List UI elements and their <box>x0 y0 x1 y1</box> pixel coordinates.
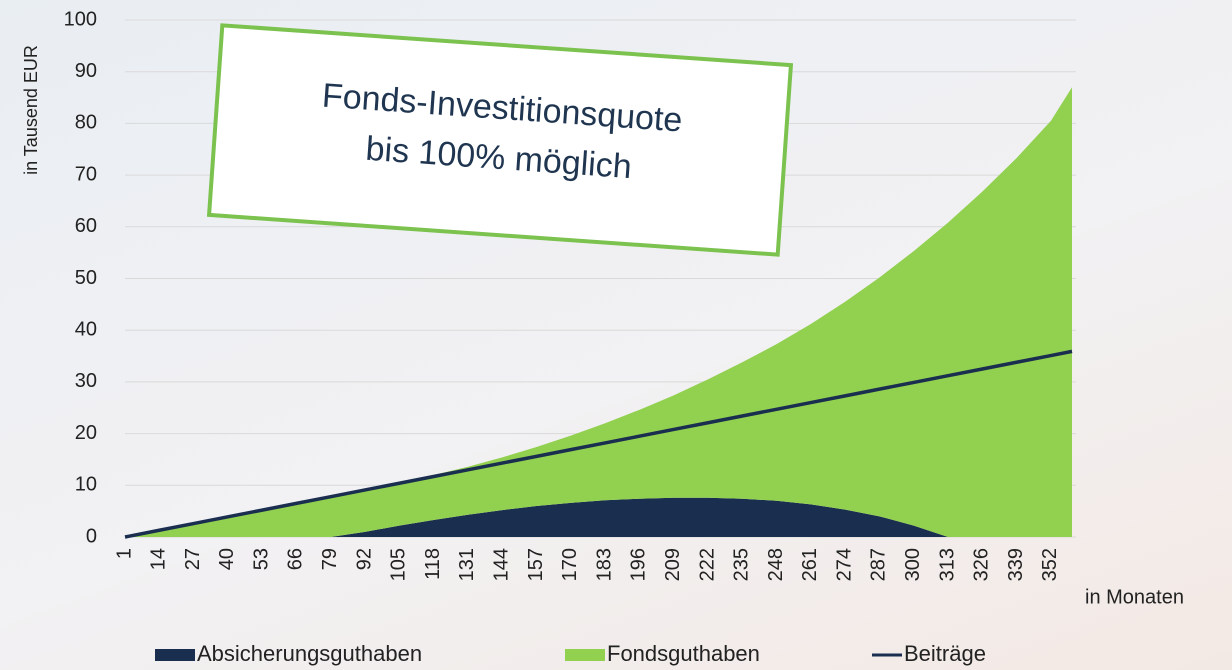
x-tick-label: 53 <box>250 548 272 570</box>
x-tick-label: 209 <box>662 548 684 581</box>
x-tick-label: 40 <box>216 548 238 570</box>
x-tick-label: 313 <box>936 548 958 581</box>
legend-label: Absicherungsguthaben <box>197 641 422 666</box>
legend-label: Fondsguthaben <box>607 641 760 666</box>
y-tick-label: 80 <box>75 112 97 134</box>
legend-swatch <box>155 649 195 661</box>
x-tick-label: 14 <box>148 548 170 570</box>
x-tick-label: 261 <box>799 548 821 581</box>
y-tick-label: 20 <box>75 422 97 444</box>
x-tick-label: 326 <box>971 548 993 581</box>
x-tick-label: 287 <box>868 548 890 581</box>
area <box>125 497 1072 537</box>
y-tick-label: 70 <box>75 163 97 185</box>
y-tick-label: 90 <box>75 60 97 82</box>
x-tick-label: 79 <box>319 548 341 570</box>
x-tick-label: 300 <box>902 548 924 581</box>
x-tick-label: 274 <box>833 548 855 581</box>
line <box>124 349 1073 539</box>
x-tick-label: 339 <box>1005 548 1027 581</box>
x-tick-label: 66 <box>285 548 307 570</box>
y-tick-label: 40 <box>75 318 97 340</box>
x-tick-label: 248 <box>765 548 787 581</box>
x-tick-label: 183 <box>593 548 615 581</box>
x-tick-label: 92 <box>353 548 375 570</box>
x-tick-label: 196 <box>628 548 650 581</box>
x-tick-label: 157 <box>525 548 547 581</box>
y-axis-label: in Tausend EUR <box>21 45 41 175</box>
annotation-box <box>206 23 794 257</box>
area <box>125 87 1072 538</box>
x-tick-label: 170 <box>559 548 581 581</box>
legend-swatch <box>565 649 605 661</box>
x-tick-label: 131 <box>456 548 478 581</box>
x-tick-label: 105 <box>388 548 410 581</box>
x-tick-label: 27 <box>182 548 204 570</box>
x-tick-label: 118 <box>422 548 444 580</box>
x-tick-label: 352 <box>1039 548 1061 581</box>
x-tick-label: 222 <box>696 548 718 581</box>
y-tick-label: 50 <box>75 267 97 289</box>
y-tick-label: 100 <box>64 8 97 30</box>
legend-label: Beiträge <box>904 641 986 666</box>
y-tick-label: 10 <box>75 474 97 496</box>
x-tick-label: 1 <box>113 548 135 559</box>
x-axis-label: in Monaten <box>1085 586 1184 608</box>
x-tick-label: 235 <box>731 548 753 581</box>
y-tick-label: 0 <box>86 525 97 547</box>
x-tick-label: 144 <box>490 548 512 581</box>
y-tick-label: 30 <box>75 370 97 392</box>
y-tick-label: 60 <box>75 215 97 237</box>
